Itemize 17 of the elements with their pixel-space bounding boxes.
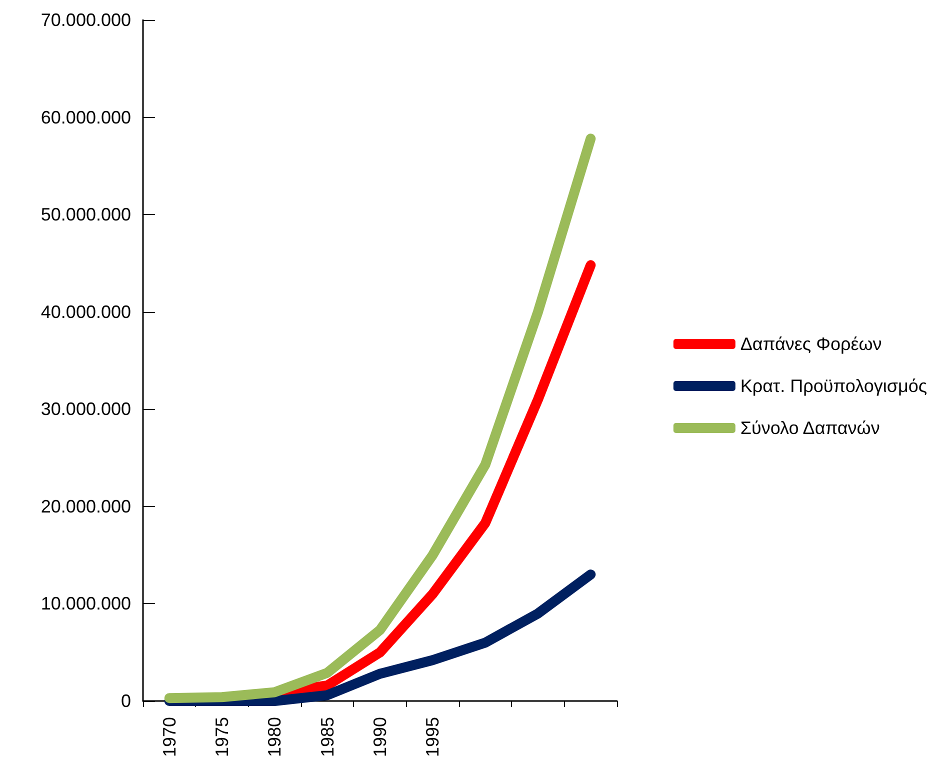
x-tick-label: 1970	[159, 717, 180, 758]
y-tick-label: 60.000.000	[40, 107, 131, 128]
y-tick-label: 40.000.000	[40, 302, 131, 322]
x-tick-label: 1995	[422, 717, 443, 758]
x-tick-label: 1985	[317, 717, 338, 758]
y-tick-label: 10.000.000	[40, 594, 131, 614]
y-tick-label: 20.000.000	[40, 496, 131, 516]
x-tick-label: 1990	[370, 717, 390, 758]
y-tick-label: 30.000.000	[40, 399, 131, 420]
x-tick-label: 1980	[264, 717, 285, 758]
legend-label: Σύνολο Δαπανών	[740, 418, 880, 438]
x-tick-label: 1975	[212, 717, 232, 758]
y-tick-label: 70.000.000	[40, 10, 131, 30]
y-tick-label: 0	[120, 691, 131, 711]
legend-label: Κρατ. Προϋπολογισμός	[740, 376, 928, 396]
y-tick-label: 50.000.000	[40, 204, 131, 225]
legend-label: Δαπάνες Φορέων	[740, 334, 882, 354]
